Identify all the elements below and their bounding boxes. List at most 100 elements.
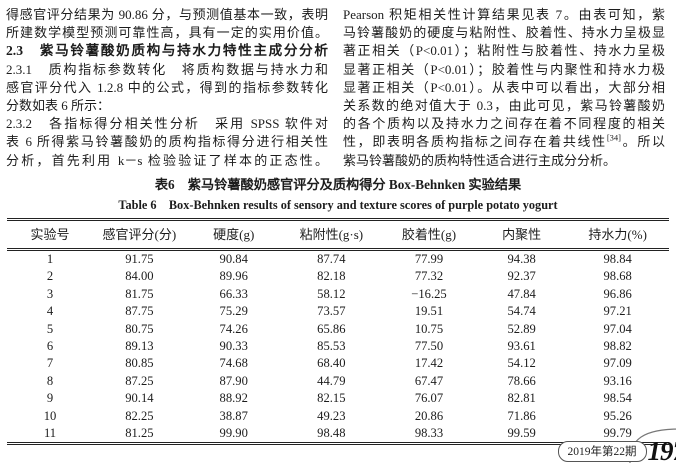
text-line: 得感官评分结果为 90.86 分，与预测值基本一致，表明 bbox=[6, 7, 328, 22]
results-table: 实验号 感官评分(分) 硬度(g) 粘附性(g·s) 胶着性(g) 内聚性 持水… bbox=[7, 217, 669, 446]
page-footer: 2019年第22期 197 bbox=[557, 428, 676, 467]
citation-pre: 性，即表明各质构指标之间存在着共线性 bbox=[343, 134, 607, 150]
section-heading-2-3: 2.3 紫马铃薯酸奶质构与持水力特性主成分分析 bbox=[6, 43, 328, 59]
document-page: 得感官评分结果为 90.86 分，与预测值基本一致，表明 所建数学模型预测可靠性… bbox=[6, 6, 676, 466]
cell-cohesiveness: 94.38 bbox=[507, 252, 536, 267]
cell-experiment-no: 10 bbox=[43, 408, 57, 423]
cell-cohesiveness: 71.86 bbox=[507, 408, 536, 423]
cell-adhesiveness: 65.86 bbox=[317, 321, 346, 336]
cell-gumminess: 98.33 bbox=[414, 425, 444, 440]
table-header-row: 实验号 感官评分(分) 硬度(g) 粘附性(g·s) 胶着性(g) 内聚性 持水… bbox=[7, 219, 669, 251]
cell-sensory-score: 87.25 bbox=[125, 373, 154, 388]
cell-gumminess: 67.47 bbox=[414, 373, 444, 388]
cell-adhesiveness: 73.57 bbox=[317, 304, 346, 319]
cell-gumminess: 77.32 bbox=[414, 269, 444, 284]
cell-gumminess: 77.99 bbox=[414, 252, 444, 267]
table-row: 9 90.14 88.92 82.15 76.07 82.81 98.54 bbox=[7, 390, 669, 407]
cell-adhesiveness: 44.79 bbox=[317, 373, 346, 388]
cell-experiment-no: 9 bbox=[46, 391, 54, 406]
cell-adhesiveness: 87.74 bbox=[317, 252, 346, 267]
cell-sensory-score: 81.75 bbox=[125, 286, 154, 301]
cell-sensory-score: 80.85 bbox=[125, 356, 154, 371]
text-line-with-citation: 性，即表明各质构指标之间存在着共线性[34]。所以 bbox=[343, 133, 665, 151]
cell-gumminess: 20.86 bbox=[414, 408, 444, 423]
text-line: 关系数的绝对值大于 0.3，由此可见，紫马铃薯酸奶 bbox=[343, 98, 665, 114]
citation-post: 。所以 bbox=[621, 134, 665, 150]
text-line: Pearson 积矩相关性计算结果见表 7。由表可知，紫 bbox=[343, 7, 665, 22]
cell-sensory-score: 84.00 bbox=[125, 269, 154, 284]
cell-adhesiveness: 85.53 bbox=[317, 338, 346, 353]
cell-sensory-score: 80.75 bbox=[125, 321, 154, 336]
cell-hardness: 90.84 bbox=[219, 252, 248, 267]
cell-gumminess: 17.42 bbox=[414, 356, 444, 371]
cell-cohesiveness: 99.59 bbox=[507, 425, 536, 440]
cell-cohesiveness: 47.84 bbox=[507, 286, 536, 301]
cell-water-holding: 98.84 bbox=[603, 252, 632, 267]
cell-experiment-no: 7 bbox=[46, 356, 54, 371]
cell-experiment-no: 4 bbox=[46, 304, 54, 319]
text-line: 2.3.1 质构指标参数转化 将质构数据与持水力和 bbox=[6, 61, 328, 77]
cell-hardness: 74.68 bbox=[219, 356, 248, 371]
cell-hardness: 99.90 bbox=[219, 425, 248, 440]
cell-adhesiveness: 82.18 bbox=[317, 269, 346, 284]
table-row: 5 80.75 74.26 65.86 10.75 52.89 97.04 bbox=[7, 320, 669, 337]
cell-adhesiveness: 68.40 bbox=[317, 356, 346, 371]
table-caption-en: Table 6 Box-Behnken results of sensory a… bbox=[118, 197, 558, 212]
cell-sensory-score: 91.75 bbox=[125, 252, 154, 267]
text-line: 所建数学模型预测可靠性高，具有一定的实用价值。 bbox=[6, 25, 328, 41]
table-row: 11 81.25 99.90 98.48 98.33 99.59 99.79 bbox=[7, 425, 669, 444]
cell-hardness: 75.29 bbox=[219, 304, 248, 319]
cell-cohesiveness: 93.61 bbox=[507, 338, 536, 353]
col-header-water-holding: 持水力(%) bbox=[566, 219, 669, 251]
text-line: 2.3.2 各指标得分相关性分析 采用 SPSS 软件对 bbox=[6, 116, 328, 132]
cell-experiment-no: 2 bbox=[46, 269, 54, 284]
cell-adhesiveness: 58.12 bbox=[317, 286, 346, 301]
cell-sensory-score: 90.14 bbox=[125, 391, 154, 406]
cell-cohesiveness: 52.89 bbox=[507, 321, 536, 336]
citation-ref: [34] bbox=[606, 133, 621, 144]
table-row: 10 82.25 38.87 49.23 20.86 71.86 95.26 bbox=[7, 407, 669, 424]
cell-cohesiveness: 82.81 bbox=[507, 391, 536, 406]
table-row: 6 89.13 90.33 85.53 77.50 93.61 98.82 bbox=[7, 338, 669, 355]
cell-cohesiveness: 54.74 bbox=[507, 304, 536, 319]
cell-experiment-no: 5 bbox=[46, 321, 54, 336]
cell-water-holding: 97.04 bbox=[603, 321, 632, 336]
cell-hardness: 88.92 bbox=[219, 391, 248, 406]
table-row: 8 87.25 87.90 44.79 67.47 78.66 93.16 bbox=[7, 373, 669, 390]
cell-sensory-score: 87.75 bbox=[125, 304, 154, 319]
table-row: 2 84.00 89.96 82.18 77.32 92.37 98.68 bbox=[7, 268, 669, 285]
text-line: 显著正相关（P<0.01）；胶着性与内聚性和持水力极 bbox=[343, 61, 665, 77]
cell-gumminess: 76.07 bbox=[414, 391, 444, 406]
text-line: 紫马铃薯酸奶的质构特性适合进行主成分分析。 bbox=[343, 152, 617, 168]
col-header-adhesiveness: 粘附性(g·s) bbox=[281, 219, 381, 251]
table-row: 1 91.75 90.84 87.74 77.99 94.38 98.84 bbox=[7, 249, 669, 268]
cell-sensory-score: 89.13 bbox=[125, 338, 154, 353]
cell-sensory-score: 82.25 bbox=[125, 408, 154, 423]
text-line: 分析，首先利用 k－s 检验验证了样本的正态性。 bbox=[6, 152, 328, 168]
cell-experiment-no: 3 bbox=[46, 286, 54, 301]
cell-hardness: 66.33 bbox=[219, 286, 248, 301]
text-line: 分数如表 6 所示： bbox=[6, 98, 111, 114]
text-line: 马铃薯酸奶的硬度与粘附性、胶着性、持水力呈极显 bbox=[343, 25, 665, 41]
cell-water-holding: 97.21 bbox=[603, 304, 632, 319]
table-body: 1 91.75 90.84 87.74 77.99 94.38 98.84 2 … bbox=[7, 249, 669, 443]
cell-hardness: 74.26 bbox=[219, 321, 248, 336]
cell-hardness: 87.90 bbox=[219, 373, 248, 388]
col-header-gumminess: 胶着性(g) bbox=[381, 219, 477, 251]
cell-cohesiveness: 92.37 bbox=[507, 269, 536, 284]
text-line: 感官评分代入 1.2.8 中的公式，得到的指标参数转化 bbox=[6, 79, 328, 95]
cell-hardness: 38.87 bbox=[219, 408, 248, 423]
cell-water-holding: 96.86 bbox=[603, 286, 632, 301]
table-row: 7 80.85 74.68 68.40 17.42 54.12 97.09 bbox=[7, 355, 669, 372]
issue-label: 2019年第22期 bbox=[557, 441, 647, 462]
col-header-cohesiveness: 内聚性 bbox=[476, 219, 567, 251]
table-row: 3 81.75 66.33 58.12 −16.25 47.84 96.86 bbox=[7, 286, 669, 303]
cell-experiment-no: 1 bbox=[46, 252, 54, 267]
body-text: 得感官评分结果为 90.86 分，与预测值基本一致，表明 所建数学模型预测可靠性… bbox=[6, 6, 670, 170]
cell-water-holding: 95.26 bbox=[603, 408, 632, 423]
left-column: 得感官评分结果为 90.86 分，与预测值基本一致，表明 所建数学模型预测可靠性… bbox=[6, 6, 328, 170]
cell-water-holding: 98.68 bbox=[603, 269, 632, 284]
col-header-experiment-no: 实验号 bbox=[7, 219, 94, 251]
right-column: Pearson 积矩相关性计算结果见表 7。由表可知，紫 马铃薯酸奶的硬度与粘附… bbox=[343, 6, 665, 170]
cell-experiment-no: 6 bbox=[46, 338, 54, 353]
